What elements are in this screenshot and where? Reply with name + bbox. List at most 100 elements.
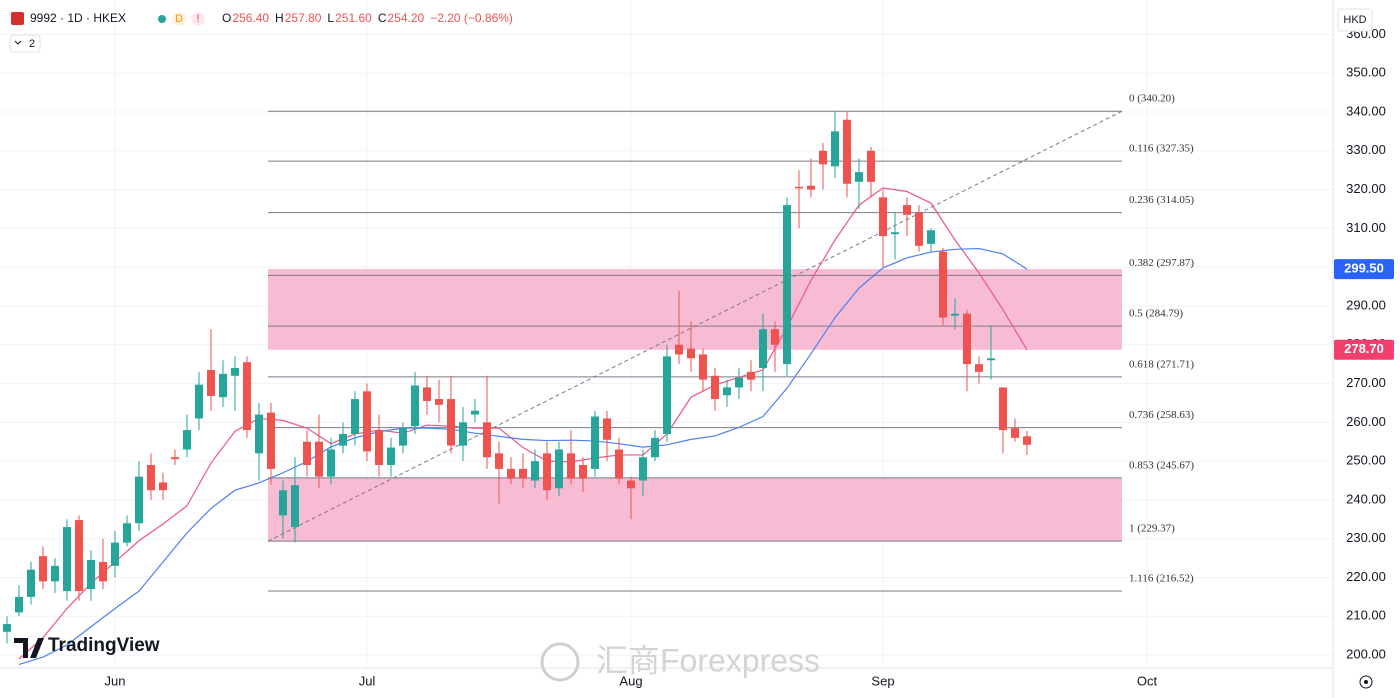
candle-body xyxy=(915,212,923,246)
ohlc-key: H xyxy=(275,11,284,25)
ohlc-key: C xyxy=(378,11,387,25)
candle-body xyxy=(963,313,971,365)
candle-body xyxy=(783,205,791,365)
moving-average xyxy=(18,247,1028,665)
settings-icon[interactable] xyxy=(1359,675,1373,689)
price-label: 278.70 xyxy=(1344,341,1384,356)
fib-label: 0.382 (297.87) xyxy=(1129,257,1194,269)
candle-body xyxy=(291,485,299,528)
y-tick-label: 320.00 xyxy=(1346,181,1386,196)
candle-body xyxy=(759,329,767,369)
ohlc-value: 256.40 xyxy=(232,11,269,25)
candle-body xyxy=(567,453,575,479)
candle-body xyxy=(459,422,467,446)
x-tick-label: Aug xyxy=(619,673,642,688)
candle-body xyxy=(75,520,83,592)
badge-d-bg xyxy=(172,12,186,26)
candle-body xyxy=(879,197,887,237)
candle-body xyxy=(855,172,863,182)
candle-body xyxy=(435,399,443,405)
change: −2.20 (−0.86%) xyxy=(430,11,513,25)
candle-body xyxy=(243,362,251,431)
ohlc-key: L xyxy=(327,11,334,25)
candle-body xyxy=(723,387,731,396)
candle-body xyxy=(951,313,959,316)
x-tick-label: Jun xyxy=(105,673,126,688)
candle-body xyxy=(27,569,35,597)
candle-body xyxy=(807,185,815,190)
status-dot xyxy=(158,15,166,23)
candle-body xyxy=(411,385,419,427)
candle-body xyxy=(531,461,539,481)
candle-body xyxy=(279,490,287,516)
fib-label: 0.853 (245.67) xyxy=(1129,459,1194,471)
candle-body xyxy=(543,453,551,491)
candle-body xyxy=(111,542,119,566)
candle-body xyxy=(51,565,59,582)
y-tick-label: 270.00 xyxy=(1346,375,1386,390)
candle-body xyxy=(471,410,479,415)
fib-label: 0.116 (327.35) xyxy=(1129,143,1194,155)
candle-body xyxy=(519,468,527,479)
y-tick-label: 220.00 xyxy=(1346,569,1386,584)
candle-body xyxy=(363,391,371,452)
symbol-logo xyxy=(11,12,24,25)
badge-warn[interactable]: ! xyxy=(196,13,199,25)
ohlc-key: O xyxy=(222,11,231,25)
candle-body xyxy=(795,186,803,189)
candle-body xyxy=(627,480,635,489)
candle-body xyxy=(387,447,395,466)
chevron xyxy=(14,40,22,45)
indicators-toggle[interactable] xyxy=(9,34,41,53)
candle-body xyxy=(15,596,23,613)
y-tick-label: 350.00 xyxy=(1346,65,1386,80)
x-tick-label: Sep xyxy=(871,673,894,688)
candle-body xyxy=(315,441,323,477)
overlay-watermark: 汇商Forexpress xyxy=(596,642,820,678)
currency-box[interactable] xyxy=(1337,8,1373,32)
candle-body xyxy=(975,364,983,372)
badge-d[interactable]: D xyxy=(175,13,183,25)
ohlc-value: 251.60 xyxy=(335,11,372,25)
candle-body xyxy=(555,449,563,489)
candle-body xyxy=(495,453,503,469)
fib-label: 0.5 (284.79) xyxy=(1129,308,1183,320)
symbol[interactable]: 9992 · 1D · HKEX xyxy=(30,11,126,25)
candle-body xyxy=(891,232,899,235)
ohlc-value: 257.80 xyxy=(285,11,322,25)
fib-label: 0.236 (314.05) xyxy=(1129,194,1194,206)
y-tick-label: 210.00 xyxy=(1346,608,1386,623)
candle-body xyxy=(987,358,995,361)
badge-warn-bg xyxy=(191,12,205,26)
candle-body xyxy=(159,482,167,491)
brand-watermark: TradingView xyxy=(48,635,160,656)
candle-body xyxy=(735,377,743,388)
candle-body xyxy=(3,624,11,632)
candle-body xyxy=(231,368,239,376)
candle-body xyxy=(183,430,191,450)
candle-body xyxy=(591,416,599,469)
y-tick-label: 340.00 xyxy=(1346,103,1386,118)
x-tick-label: Jul xyxy=(359,673,376,688)
candle-body xyxy=(447,399,455,446)
y-tick-label: 260.00 xyxy=(1346,414,1386,429)
candle-body xyxy=(87,560,95,590)
fib-label: 0 (340.20) xyxy=(1129,93,1175,105)
candle-body xyxy=(651,437,659,458)
settings-icon-dot xyxy=(1364,680,1368,684)
brand-logo xyxy=(14,638,44,658)
ohlc-value: 254.20 xyxy=(387,11,424,25)
candle-body xyxy=(303,441,311,466)
y-tick-label: 240.00 xyxy=(1346,491,1386,506)
y-tick-label: 200.00 xyxy=(1346,647,1386,662)
candle-body xyxy=(831,131,839,167)
candle-body xyxy=(675,344,683,355)
candle-body xyxy=(123,523,131,543)
candle-body xyxy=(99,561,107,582)
candle-body xyxy=(939,251,947,318)
candle-body xyxy=(603,418,611,440)
zone xyxy=(268,477,1122,542)
candle-body xyxy=(423,387,431,401)
candle-body xyxy=(375,430,383,466)
